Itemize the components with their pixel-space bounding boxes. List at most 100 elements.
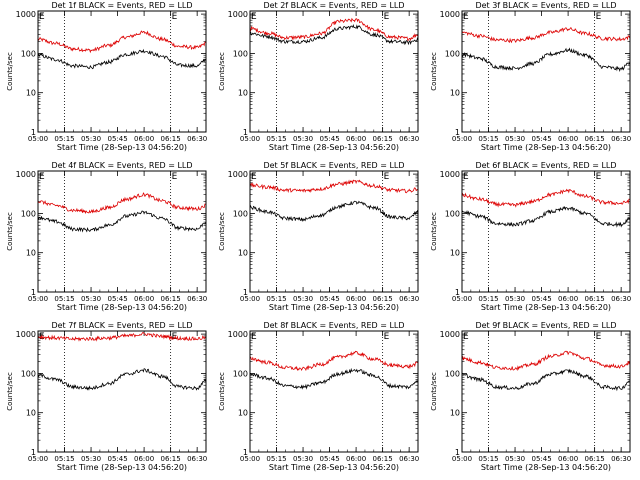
y-axis-label: Counts/sec	[430, 372, 438, 411]
x-tick-label: 05:45	[319, 295, 339, 303]
x-tick-label: 05:15	[478, 135, 498, 143]
series-line-lld	[461, 350, 630, 372]
x-tick-label: 05:45	[107, 455, 127, 463]
series-line-events	[249, 23, 418, 46]
series-line-lld	[37, 30, 206, 54]
corner-marker: E	[251, 12, 257, 22]
x-tick-label: 05:30	[505, 135, 525, 143]
x-tick-label: 05:45	[107, 135, 127, 143]
x-tick-label: 05:00	[240, 295, 260, 303]
corner-marker: E	[596, 12, 602, 22]
series-line-lld	[249, 17, 418, 41]
y-tick-label: 1	[31, 288, 36, 297]
y-tick-label: 10	[238, 409, 248, 418]
y-axis-label: Counts/sec	[6, 372, 14, 411]
subplot-title: Det 5f BLACK = Events, RED = LLD	[263, 161, 404, 170]
corner-marker: E	[596, 172, 602, 182]
x-tick-label: 06:15	[585, 135, 605, 143]
y-tick-label: 1000	[228, 330, 248, 339]
x-tick-label: 06:15	[585, 455, 605, 463]
x-tick-label: 05:00	[28, 135, 48, 143]
y-tick-label: 1	[455, 288, 460, 297]
y-axis-label: Counts/sec	[218, 212, 226, 251]
y-tick-label: 1000	[440, 170, 460, 179]
x-tick-label: 05:00	[28, 295, 48, 303]
y-axis-label: Counts/sec	[6, 212, 14, 251]
x-tick-label: 06:30	[611, 295, 631, 303]
x-tick-label: 06:00	[346, 135, 366, 143]
series-line-lld	[249, 179, 418, 194]
corner-marker: E	[251, 172, 257, 182]
y-tick-label: 1	[243, 448, 248, 457]
x-tick-label: 06:30	[611, 135, 631, 143]
series-line-lld	[249, 350, 418, 372]
x-tick-label: 06:15	[161, 135, 181, 143]
x-axis-label: Start Time (28-Sep-13 04:56:20)	[269, 143, 399, 152]
subplot-1: Det 1f BLACK = Events, RED = LLD E E Counts…	[6, 1, 207, 152]
series-line-lld	[461, 26, 630, 44]
plot-frame	[249, 330, 419, 453]
y-tick-label: 10	[450, 89, 460, 98]
y-tick-label: 100	[21, 369, 36, 378]
x-tick-label: 06:00	[134, 455, 154, 463]
y-axis-label: Counts/sec	[430, 52, 438, 91]
plot-frame	[249, 170, 419, 293]
x-tick-label: 06:15	[373, 455, 393, 463]
plot-frame	[461, 330, 631, 453]
x-tick-label: 06:00	[558, 295, 578, 303]
subplot-5: Det 5f BLACK = Events, RED = LLD E E Counts…	[218, 161, 419, 312]
y-tick-label: 100	[445, 49, 460, 58]
subplot-title: Det 9f BLACK = Events, RED = LLD	[475, 321, 616, 330]
subplot-3: Det 3f BLACK = Events, RED = LLD E E Counts…	[430, 1, 631, 152]
subplot-9: Det 9f BLACK = Events, RED = LLD E E Counts…	[430, 321, 631, 472]
x-tick-label: 06:30	[399, 455, 419, 463]
subplot-title: Det 3f BLACK = Events, RED = LLD	[475, 1, 616, 10]
x-tick-label: 05:15	[54, 455, 74, 463]
x-tick-label: 05:30	[505, 295, 525, 303]
x-tick-label: 05:45	[319, 135, 339, 143]
series-line-events	[461, 368, 630, 392]
corner-marker: E	[39, 12, 45, 22]
y-tick-label: 10	[26, 89, 36, 98]
plot-frame	[461, 170, 631, 293]
y-tick-label: 1	[31, 128, 36, 137]
x-axis-label: Start Time (28-Sep-13 04:56:20)	[57, 303, 187, 312]
y-tick-label: 1000	[440, 10, 460, 19]
x-tick-label: 06:30	[187, 295, 207, 303]
plot-frame	[37, 10, 207, 133]
y-tick-label: 100	[21, 49, 36, 58]
x-tick-label: 06:30	[399, 135, 419, 143]
x-tick-label: 06:15	[373, 135, 393, 143]
y-tick-label: 1000	[16, 330, 36, 339]
x-tick-label: 05:00	[240, 135, 260, 143]
subplot-title: Det 1f BLACK = Events, RED = LLD	[51, 1, 192, 10]
corner-marker: E	[463, 12, 469, 22]
y-axis-label: Counts/sec	[218, 52, 226, 91]
corner-marker: E	[251, 332, 257, 342]
subplot-8: Det 8f BLACK = Events, RED = LLD E E Counts…	[218, 321, 419, 472]
y-axis-label: Counts/sec	[218, 372, 226, 411]
x-tick-label: 06:15	[373, 295, 393, 303]
subplot-4: Det 4f BLACK = Events, RED = LLD E E Counts…	[6, 161, 207, 312]
x-tick-label: 06:00	[346, 455, 366, 463]
corner-marker: E	[384, 332, 390, 342]
x-tick-label: 06:00	[346, 295, 366, 303]
y-tick-label: 1	[31, 448, 36, 457]
x-tick-label: 05:30	[293, 135, 313, 143]
x-tick-label: 06:30	[187, 455, 207, 463]
corner-marker: E	[384, 172, 390, 182]
y-tick-label: 100	[233, 369, 248, 378]
subplot-title: Det 4f BLACK = Events, RED = LLD	[51, 161, 192, 170]
x-axis-label: Start Time (28-Sep-13 04:56:20)	[481, 303, 611, 312]
series-line-lld	[37, 192, 206, 215]
subplot-title: Det 7f BLACK = Events, RED = LLD	[51, 321, 192, 330]
corner-marker: E	[384, 12, 390, 22]
corner-marker: E	[39, 172, 45, 182]
plot-frame	[461, 10, 631, 133]
y-tick-label: 1000	[16, 10, 36, 19]
x-axis-label: Start Time (28-Sep-13 04:56:20)	[269, 303, 399, 312]
x-tick-label: 05:00	[28, 455, 48, 463]
x-tick-label: 06:15	[585, 295, 605, 303]
x-tick-label: 05:30	[81, 455, 101, 463]
